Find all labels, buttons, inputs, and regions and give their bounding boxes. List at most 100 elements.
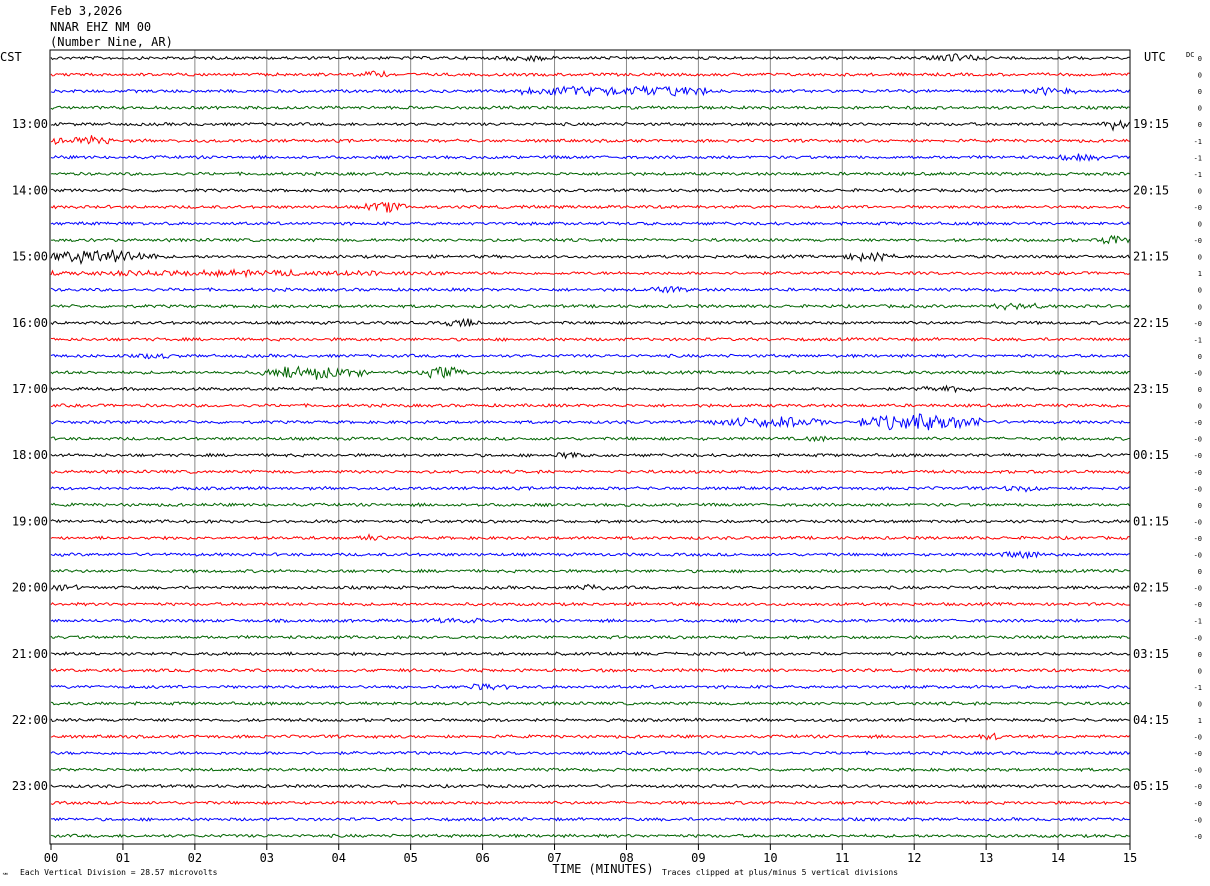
dc-offset-label: 0 xyxy=(1198,667,1202,675)
dc-offset-label: 0 xyxy=(1198,568,1202,576)
dc-offset-label: -0 xyxy=(1194,204,1202,212)
left-hour-label: 18:00 xyxy=(12,448,48,462)
left-hour-label: 23:00 xyxy=(12,779,48,793)
dc-offset-label: 0 xyxy=(1198,287,1202,295)
right-hour-label: 23:15 xyxy=(1133,382,1169,396)
axis-labels: 00 01 02 03 04 05 06 07 08 09 10 11 12 13 14 1500000-1-… xyxy=(0,50,1202,880)
time-gridlines xyxy=(50,50,1131,850)
dc-offset-label: 0 xyxy=(1198,88,1202,96)
right-hour-label: 22:15 xyxy=(1133,316,1169,330)
trace-37 xyxy=(50,651,1130,657)
dc-offset-label: 0 xyxy=(1198,403,1202,411)
trace-29 xyxy=(50,518,1130,524)
left-hour-label: 19:00 xyxy=(12,514,48,528)
dc-offset-label: -0 xyxy=(1194,485,1202,493)
dc-offset-label: -1 xyxy=(1194,684,1202,692)
dc-offset-label: 0 xyxy=(1198,187,1202,195)
right-hour-label: 00:15 xyxy=(1133,448,1169,462)
left-hour-label: 14:00 xyxy=(12,183,48,197)
x-tick-label-01: 01 xyxy=(116,851,130,865)
trace-32 xyxy=(50,568,1130,574)
x-tick-label-05: 05 xyxy=(403,851,417,865)
header-date: Feb 3,2026 xyxy=(50,4,123,18)
dc-offset-label: -0 xyxy=(1194,419,1202,427)
dc-offset-label: -0 xyxy=(1194,320,1202,328)
dc-offset-label: -0 xyxy=(1194,750,1202,758)
trace-9 xyxy=(50,187,1130,193)
right-hour-label: 21:15 xyxy=(1133,250,1169,264)
x-tick-label-08: 08 xyxy=(619,851,633,865)
corner-mark: ℠ xyxy=(2,872,9,880)
dc-offset-label: 1 xyxy=(1198,270,1202,278)
trace-11 xyxy=(50,221,1130,227)
dc-offset-label: -0 xyxy=(1194,634,1202,642)
left-hour-label: 22:00 xyxy=(12,713,48,727)
trace-19 xyxy=(50,352,1130,360)
x-tick-label-12: 12 xyxy=(907,851,921,865)
dc-offset-label: 0 xyxy=(1198,386,1202,394)
trace-44 xyxy=(50,767,1130,773)
left-hour-label: 16:00 xyxy=(12,316,48,330)
trace-2 xyxy=(50,69,1130,78)
x-tick-label-07: 07 xyxy=(547,851,561,865)
x-tick-label-13: 13 xyxy=(979,851,993,865)
trace-31 xyxy=(50,550,1130,560)
dc-offset-label: -0 xyxy=(1194,469,1202,477)
trace-3 xyxy=(50,84,1130,97)
dc-offset-label: 0 xyxy=(1198,221,1202,229)
trace-24 xyxy=(50,435,1130,443)
left-hour-label: 17:00 xyxy=(12,382,48,396)
dc-offset-label: -0 xyxy=(1194,436,1202,444)
dc-offset-label: -0 xyxy=(1194,518,1202,526)
trace-5 xyxy=(50,119,1130,132)
trace-34 xyxy=(50,601,1130,607)
dc-offset-label: -1 xyxy=(1194,154,1202,162)
trace-20 xyxy=(50,365,1130,380)
dc-offset-label: -0 xyxy=(1194,767,1202,775)
trace-30 xyxy=(50,533,1130,541)
trace-15 xyxy=(50,285,1130,294)
dc-offset-label: -0 xyxy=(1194,585,1202,593)
trace-18 xyxy=(50,336,1130,342)
right-hour-label: 19:15 xyxy=(1133,117,1169,131)
dc-offset-label: -0 xyxy=(1194,237,1202,245)
trace-16 xyxy=(50,302,1130,311)
dc-offset-label: 0 xyxy=(1198,700,1202,708)
trace-7 xyxy=(50,153,1130,163)
dc-column-label: DC xyxy=(1186,51,1194,59)
trace-40 xyxy=(50,701,1130,707)
dc-offset-label: 0 xyxy=(1198,72,1202,80)
trace-45 xyxy=(50,783,1130,789)
trace-48 xyxy=(50,833,1130,839)
dc-offset-label: -0 xyxy=(1194,833,1202,841)
left-hour-label: 20:00 xyxy=(12,581,48,595)
trace-10 xyxy=(50,201,1130,214)
header-location: (Number Nine, AR) xyxy=(50,35,173,49)
trace-22 xyxy=(50,402,1130,409)
x-tick-label-02: 02 xyxy=(188,851,202,865)
dc-offset-label: 0 xyxy=(1198,303,1202,311)
x-tick-label-09: 09 xyxy=(691,851,705,865)
dc-offset-label: 0 xyxy=(1198,55,1202,63)
trace-36 xyxy=(50,634,1130,640)
header-station: NNAR EHZ NM 00 xyxy=(50,20,152,34)
trace-35 xyxy=(50,617,1130,624)
dc-offset-label: -0 xyxy=(1194,452,1202,460)
right-hour-label: 01:15 xyxy=(1133,514,1169,528)
trace-39 xyxy=(50,683,1130,691)
dc-offset-label: -0 xyxy=(1194,369,1202,377)
left-hour-label: 21:00 xyxy=(12,647,48,661)
x-tick-label-10: 10 xyxy=(763,851,777,865)
trace-26 xyxy=(50,469,1130,475)
dc-offset-label: 0 xyxy=(1198,353,1202,361)
x-tick-label-04: 04 xyxy=(332,851,346,865)
dc-offset-label: -1 xyxy=(1194,171,1202,179)
right-timezone-label: UTC xyxy=(1144,50,1166,64)
dc-offset-label: -1 xyxy=(1194,138,1202,146)
dc-offset-label: 0 xyxy=(1198,121,1202,129)
right-hour-label: 03:15 xyxy=(1133,647,1169,661)
trace-23 xyxy=(50,413,1130,431)
trace-8 xyxy=(50,171,1130,177)
dc-offset-label: -1 xyxy=(1194,336,1202,344)
trace-21 xyxy=(50,384,1130,394)
